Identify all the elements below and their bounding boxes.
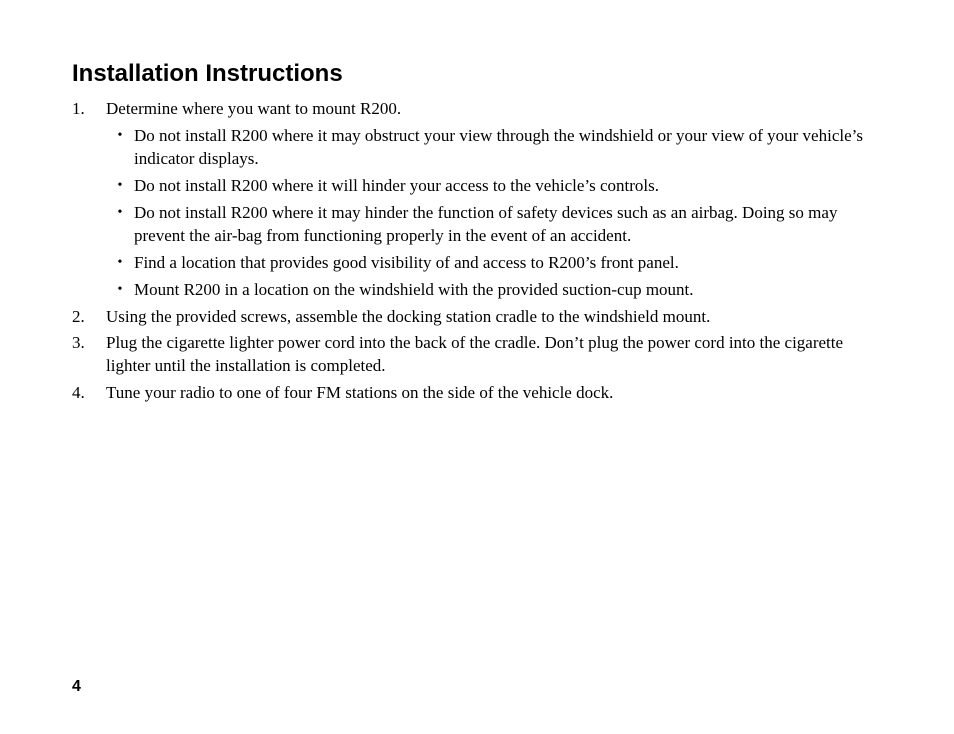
list-number: 4.	[72, 382, 106, 405]
bullet-text: Mount R200 in a location on the windshie…	[134, 279, 882, 302]
list-item: 2. Using the provided screws, assemble t…	[72, 306, 882, 329]
ordered-list: 1. Determine where you want to mount R20…	[72, 98, 882, 405]
bullet-item: • Mount R200 in a location on the windsh…	[106, 279, 882, 302]
list-number: 1.	[72, 98, 106, 121]
bullet-item: • Find a location that provides good vis…	[106, 252, 882, 275]
bullet-icon: •	[106, 279, 134, 301]
list-text: Plug the cigarette lighter power cord in…	[106, 332, 882, 378]
list-text: Using the provided screws, assemble the …	[106, 306, 882, 329]
bullet-item: • Do not install R200 where it may hinde…	[106, 202, 882, 248]
bullet-icon: •	[106, 175, 134, 197]
nested-bullet-list: • Do not install R200 where it may obstr…	[72, 125, 882, 302]
bullet-icon: •	[106, 252, 134, 274]
bullet-item: • Do not install R200 where it may obstr…	[106, 125, 882, 171]
list-number: 3.	[72, 332, 106, 355]
page-number: 4	[72, 678, 81, 696]
bullet-text: Do not install R200 where it may obstruc…	[134, 125, 882, 171]
bullet-icon: •	[106, 125, 134, 147]
list-number: 2.	[72, 306, 106, 329]
list-text: Determine where you want to mount R200.	[106, 98, 882, 121]
list-item: 3. Plug the cigarette lighter power cord…	[72, 332, 882, 378]
section-heading: Installation Instructions	[72, 60, 882, 88]
list-item: 1. Determine where you want to mount R20…	[72, 98, 882, 121]
list-item: 4. Tune your radio to one of four FM sta…	[72, 382, 882, 405]
bullet-text: Do not install R200 where it will hinder…	[134, 175, 882, 198]
bullet-item: • Do not install R200 where it will hind…	[106, 175, 882, 198]
page: Installation Instructions 1. Determine w…	[0, 0, 954, 734]
bullet-icon: •	[106, 202, 134, 224]
list-text: Tune your radio to one of four FM statio…	[106, 382, 882, 405]
bullet-text: Find a location that provides good visib…	[134, 252, 882, 275]
bullet-text: Do not install R200 where it may hinder …	[134, 202, 882, 248]
